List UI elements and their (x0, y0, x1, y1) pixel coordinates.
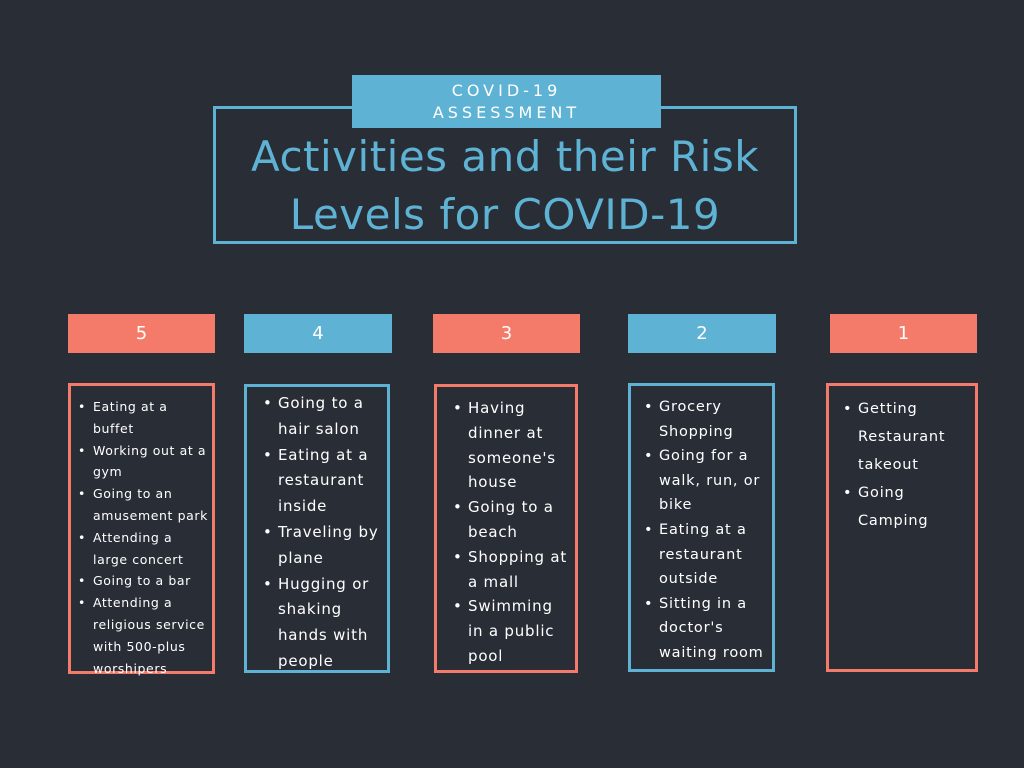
list-item: Going Camping (843, 479, 969, 535)
list-item: Getting Restaurant takeout (843, 395, 969, 479)
level-2-list: Grocery Shopping Going for a walk, run, … (628, 383, 775, 672)
level-1-label: 1 (897, 323, 910, 344)
level-1-header: 1 (830, 314, 977, 353)
level-1-list: Getting Restaurant takeout Going Camping (826, 383, 978, 672)
list-item: Going to a bar (78, 570, 208, 592)
list-item: Sitting in a doctor's waiting room (644, 592, 766, 666)
level-3-list: Having dinner at someone's house Going t… (434, 384, 578, 673)
level-5-list: Eating at a buffet Working out at a gym … (68, 383, 215, 676)
list-item: Going to an amusement park (78, 483, 208, 527)
assessment-badge: COVID-19 ASSESSMENT (352, 75, 661, 128)
level-2-label: 2 (696, 323, 708, 344)
level-4-list: Going to a hair salon Eating at a restau… (244, 384, 390, 673)
list-item: Grocery Shopping (644, 395, 766, 444)
level-4-header: 4 (244, 314, 392, 353)
title-line-2: Levels for COVID-19 (289, 190, 721, 239)
level-2-header: 2 (628, 314, 776, 353)
list-item: Going to a beach (453, 495, 569, 545)
list-item: Shopping at a mall (453, 545, 569, 595)
list-item: Eating at a buffet (78, 396, 208, 440)
list-item: Hugging or shaking hands with people (263, 572, 381, 675)
list-item: Traveling by plane (263, 520, 381, 572)
list-item: Going for a walk, run, or bike (644, 444, 766, 518)
level-5-label: 5 (135, 323, 148, 344)
badge-line-2: ASSESSMENT (432, 103, 581, 122)
title-line-1: Activities and their Risk (250, 132, 760, 181)
list-item: Eating at a restaurant outside (644, 518, 766, 592)
list-item: Attending a large concert (78, 527, 208, 571)
level-3-label: 3 (500, 323, 513, 344)
level-3-header: 3 (433, 314, 580, 353)
badge-line-1: COVID-19 (451, 81, 562, 100)
level-5-header: 5 (68, 314, 215, 353)
list-item: Having dinner at someone's house (453, 396, 569, 495)
level-4-label: 4 (312, 323, 324, 344)
list-item: Eating at a restaurant inside (263, 443, 381, 520)
list-item: Attending a religious service with 500-p… (78, 592, 208, 679)
list-item: Working out at a gym (78, 440, 208, 484)
page-title: Activities and their Risk Levels for COV… (216, 128, 794, 244)
list-item: Going to a hair salon (263, 391, 381, 443)
list-item: Swimming in a public pool (453, 594, 569, 668)
